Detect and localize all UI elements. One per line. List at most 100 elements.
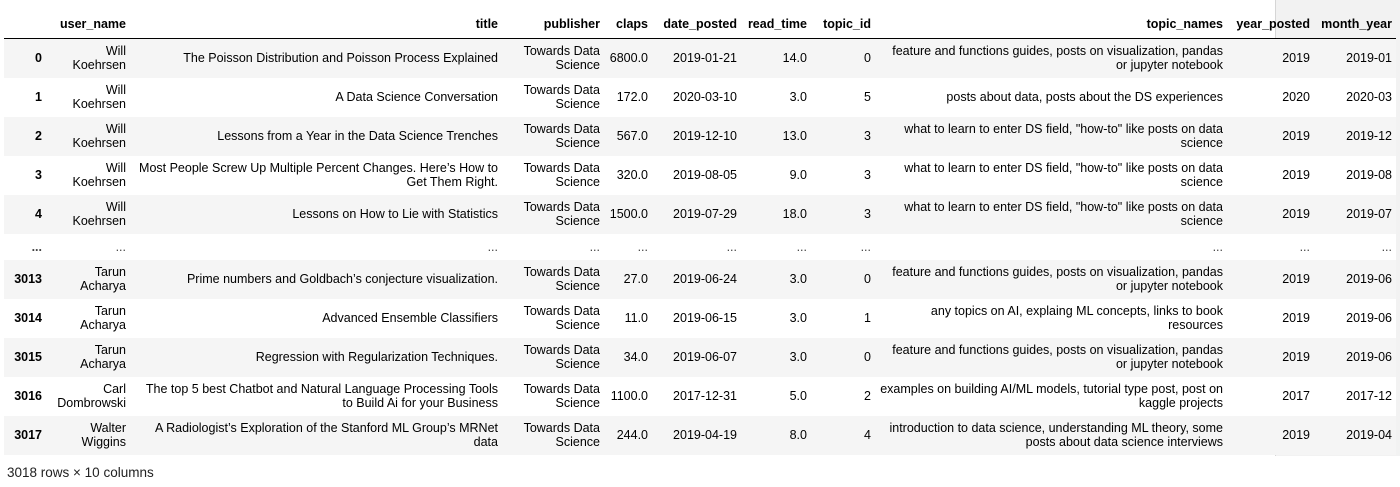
- cell-claps: 244.0: [604, 416, 652, 455]
- cell-date-posted: ...: [652, 234, 741, 260]
- cell-read-time: 3.0: [741, 78, 811, 117]
- table-row: 3017 Walter Wiggins A Radiologist’s Explor…: [4, 416, 1396, 455]
- cell-user-name: Tarun Acharya: [46, 260, 130, 299]
- column-header-month-year: month_year: [1314, 10, 1396, 39]
- cell-topic-id: 3: [811, 195, 875, 234]
- cell-publisher: Towards Data Science: [502, 260, 604, 299]
- cell-publisher: Towards Data Science: [502, 377, 604, 416]
- cell-publisher: Towards Data Science: [502, 39, 604, 78]
- cell-topic-id: 2: [811, 377, 875, 416]
- cell-year-posted: 2019: [1227, 195, 1314, 234]
- cell-claps: 567.0: [604, 117, 652, 156]
- cell-title: The top 5 best Chatbot and Natural Langu…: [130, 377, 502, 416]
- ellipsis-row: .................................: [4, 234, 1396, 260]
- cell-title: Lessons from a Year in the Data Science …: [130, 117, 502, 156]
- cell-topic-id: 0: [811, 338, 875, 377]
- cell-topic-id: 3: [811, 117, 875, 156]
- cell-year-posted: 2019: [1227, 338, 1314, 377]
- cell-year-posted: ...: [1227, 234, 1314, 260]
- cell-month-year: 2019-04: [1314, 416, 1396, 455]
- column-header-read-time: read_time: [741, 10, 811, 39]
- cell-user-name: Tarun Acharya: [46, 338, 130, 377]
- cell-date-posted: 2019-08-05: [652, 156, 741, 195]
- cell-publisher: Towards Data Science: [502, 416, 604, 455]
- cell-month-year: 2019-07: [1314, 195, 1396, 234]
- table-row: 3014 Tarun Acharya Advanced Ensemble Class…: [4, 299, 1396, 338]
- cell-topic-id: 0: [811, 260, 875, 299]
- cell-topic-id: 3: [811, 156, 875, 195]
- cell-topic-id: 1: [811, 299, 875, 338]
- cell-month-year: 2019-01: [1314, 39, 1396, 78]
- column-header-title: title: [130, 10, 502, 39]
- cell-user-name: Walter Wiggins: [46, 416, 130, 455]
- column-header-topic-names: topic_names: [875, 10, 1227, 39]
- cell-year-posted: 2019: [1227, 299, 1314, 338]
- cell-month-year: 2019-06: [1314, 338, 1396, 377]
- cell-publisher: Towards Data Science: [502, 195, 604, 234]
- cell-claps: 172.0: [604, 78, 652, 117]
- cell-title: Lessons on How to Lie with Statistics: [130, 195, 502, 234]
- cell-publisher: Towards Data Science: [502, 338, 604, 377]
- cell-claps: ...: [604, 234, 652, 260]
- cell-user-name: Carl Dombrowski: [46, 377, 130, 416]
- column-header-user-name: user_name: [46, 10, 130, 39]
- cell-read-time: 9.0: [741, 156, 811, 195]
- row-index: 3: [4, 156, 46, 195]
- cell-title: A Radiologist’s Exploration of the Stanf…: [130, 416, 502, 455]
- cell-topic-names: ...: [875, 234, 1227, 260]
- cell-publisher: Towards Data Science: [502, 117, 604, 156]
- cell-month-year: 2017-12: [1314, 377, 1396, 416]
- table-row: 3 Will Koehrsen Most People Screw Up Multi…: [4, 156, 1396, 195]
- row-index: 3015: [4, 338, 46, 377]
- cell-read-time: 8.0: [741, 416, 811, 455]
- row-index: 3014: [4, 299, 46, 338]
- cell-claps: 6800.0: [604, 39, 652, 78]
- cell-date-posted: 2019-04-19: [652, 416, 741, 455]
- row-index: 0: [4, 39, 46, 78]
- table-row: 3016 Carl Dombrowski The top 5 best Chatbo…: [4, 377, 1396, 416]
- cell-title: Prime numbers and Goldbach’s conjecture …: [130, 260, 502, 299]
- cell-year-posted: 2019: [1227, 260, 1314, 299]
- cell-date-posted: 2019-06-24: [652, 260, 741, 299]
- cell-year-posted: 2019: [1227, 156, 1314, 195]
- cell-topic-names: feature and functions guides, posts on v…: [875, 338, 1227, 377]
- cell-read-time: 5.0: [741, 377, 811, 416]
- cell-date-posted: 2019-12-10: [652, 117, 741, 156]
- dataframe-table: user_name title publisher claps date_pos…: [4, 10, 1396, 455]
- index-header: [4, 10, 46, 39]
- cell-title: ...: [130, 234, 502, 260]
- cell-user-name: Will Koehrsen: [46, 78, 130, 117]
- cell-topic-names: posts about data, posts about the DS exp…: [875, 78, 1227, 117]
- column-header-claps: claps: [604, 10, 652, 39]
- cell-month-year: 2019-08: [1314, 156, 1396, 195]
- row-index: 3013: [4, 260, 46, 299]
- cell-month-year: 2019-06: [1314, 299, 1396, 338]
- cell-topic-names: what to learn to enter DS field, "how-to…: [875, 156, 1227, 195]
- cell-user-name: Will Koehrsen: [46, 156, 130, 195]
- cell-month-year: ...: [1314, 234, 1396, 260]
- cell-title: A Data Science Conversation: [130, 78, 502, 117]
- cell-read-time: ...: [741, 234, 811, 260]
- cell-date-posted: 2017-12-31: [652, 377, 741, 416]
- cell-topic-names: what to learn to enter DS field, "how-to…: [875, 117, 1227, 156]
- cell-topic-names: introduction to data science, understand…: [875, 416, 1227, 455]
- cell-title: The Poisson Distribution and Poisson Pro…: [130, 39, 502, 78]
- cell-topic-id: 5: [811, 78, 875, 117]
- dataframe-shape-label: 3018 rows × 10 columns: [7, 465, 154, 480]
- cell-title: Advanced Ensemble Classifiers: [130, 299, 502, 338]
- table-row: 2 Will Koehrsen Lessons from a Year in the…: [4, 117, 1396, 156]
- cell-year-posted: 2017: [1227, 377, 1314, 416]
- cell-read-time: 18.0: [741, 195, 811, 234]
- table-row: 3013 Tarun Acharya Prime numbers and Goldb…: [4, 260, 1396, 299]
- cell-topic-names: examples on building AI/ML models, tutor…: [875, 377, 1227, 416]
- cell-topic-id: 0: [811, 39, 875, 78]
- cell-date-posted: 2019-07-29: [652, 195, 741, 234]
- cell-claps: 34.0: [604, 338, 652, 377]
- cell-date-posted: 2019-01-21: [652, 39, 741, 78]
- cell-user-name: ...: [46, 234, 130, 260]
- cell-year-posted: 2019: [1227, 117, 1314, 156]
- column-header-topic-id: topic_id: [811, 10, 875, 39]
- row-index: 2: [4, 117, 46, 156]
- row-index: 4: [4, 195, 46, 234]
- cell-user-name: Will Koehrsen: [46, 117, 130, 156]
